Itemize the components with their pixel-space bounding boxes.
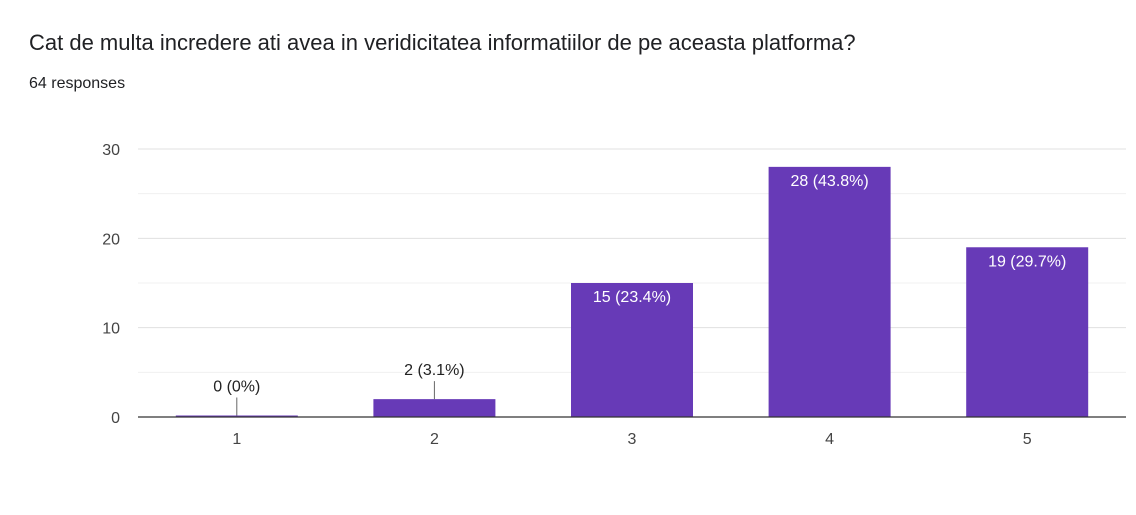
- y-axis-ticks: 0 10 20 30: [102, 142, 120, 427]
- x-tick-label: 3: [628, 431, 637, 448]
- question-title: Cat de multa incredere ati avea in verid…: [29, 30, 856, 55]
- bar-1[interactable]: [175, 415, 298, 418]
- y-tick-label: 10: [102, 321, 120, 338]
- bar-3[interactable]: [571, 283, 693, 417]
- x-tick-label: 1: [232, 431, 241, 448]
- response-count: 64 responses: [29, 75, 126, 92]
- bar-5[interactable]: [966, 247, 1089, 417]
- y-tick-label: 0: [111, 410, 120, 427]
- data-labels: 0 (0%) 2 (3.1%) 15 (23.4%) 28 (43.8%) 19 (29…: [213, 173, 1066, 416]
- data-label: 15 (23.4%): [593, 289, 671, 306]
- bar-4[interactable]: [768, 166, 891, 417]
- data-label: 2 (3.1%): [404, 362, 464, 379]
- y-tick-label: 20: [102, 231, 120, 248]
- x-tick-label: 4: [825, 431, 834, 448]
- data-label: 19 (29.7%): [988, 253, 1066, 270]
- data-label: 0 (0%): [213, 379, 260, 396]
- data-label: 28 (43.8%): [790, 173, 868, 190]
- y-tick-label: 30: [102, 142, 120, 159]
- bar-2[interactable]: [373, 399, 496, 417]
- x-axis-ticks: 1 2 3 4 5: [232, 431, 1031, 448]
- x-tick-label: 5: [1023, 431, 1032, 448]
- bars: [175, 166, 1089, 418]
- x-tick-label: 2: [430, 431, 439, 448]
